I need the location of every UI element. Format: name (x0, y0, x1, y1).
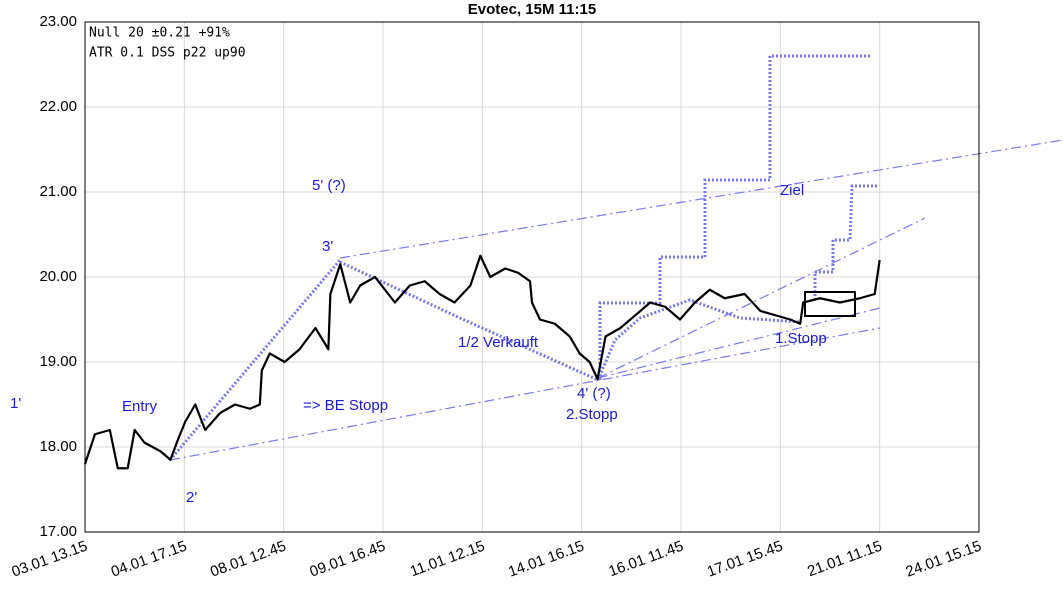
x-tick-label: 09.01 16.45 (307, 538, 387, 581)
x-tick-label: 11.01 12.15 (408, 538, 487, 581)
annotation: 2' (186, 489, 197, 506)
annotation: 1' (10, 395, 21, 412)
trend-line (597, 217, 926, 379)
annotation: 3' (322, 238, 333, 255)
x-tick-label: 03.01 13.15 (9, 538, 89, 581)
wave-line (339, 260, 599, 382)
annotation: Ziel (780, 182, 804, 199)
x-tick-label: 16.01 11.45 (606, 538, 685, 581)
trend-line (597, 307, 881, 379)
x-tick-label: 08.01 12.45 (208, 538, 288, 581)
annotation: 2.Stopp (566, 406, 618, 423)
wave-line (596, 298, 801, 381)
trend-line (169, 327, 881, 461)
annotation: 5' (?) (312, 177, 346, 194)
annotation: 4' (?) (577, 385, 611, 402)
target-steps (598, 54, 872, 380)
x-tick-label: 14.01 16.15 (506, 538, 586, 581)
annotation: Entry (122, 398, 158, 415)
x-tick-label: 21.01 11.15 (805, 538, 884, 581)
y-tick-label: 21.00 (39, 183, 77, 200)
x-tick-label: 04.01 17.15 (109, 538, 189, 581)
series (83, 254, 881, 470)
chart-title: Evotec, 15M 11:15 (468, 1, 596, 18)
trend-line (339, 139, 1063, 259)
annotation: 1/2 Verkauft (458, 334, 539, 351)
y-tick-label: 20.00 (39, 268, 77, 285)
wave-lines (168, 54, 1063, 461)
annotation: => BE Stopp (303, 397, 388, 414)
plot-frame (84, 21, 980, 533)
info-text: Null 20 ±0.21 +91% (89, 26, 230, 41)
annotation: 1.Stopp (775, 330, 827, 347)
info-text: ATR 0.1 DSS p22 up90 (89, 46, 246, 61)
x-tick-label: 17.01 15.45 (705, 538, 785, 581)
y-tick-label: 17.00 (39, 523, 77, 540)
y-tick-label: 18.00 (39, 438, 77, 455)
y-tick-label: 22.00 (39, 98, 77, 115)
price-line (83, 254, 881, 470)
y-tick-label: 23.00 (39, 13, 77, 30)
y-tick-label: 19.00 (39, 353, 77, 370)
range-box (804, 291, 856, 317)
x-tick-label: 24.01 15.15 (903, 538, 983, 581)
